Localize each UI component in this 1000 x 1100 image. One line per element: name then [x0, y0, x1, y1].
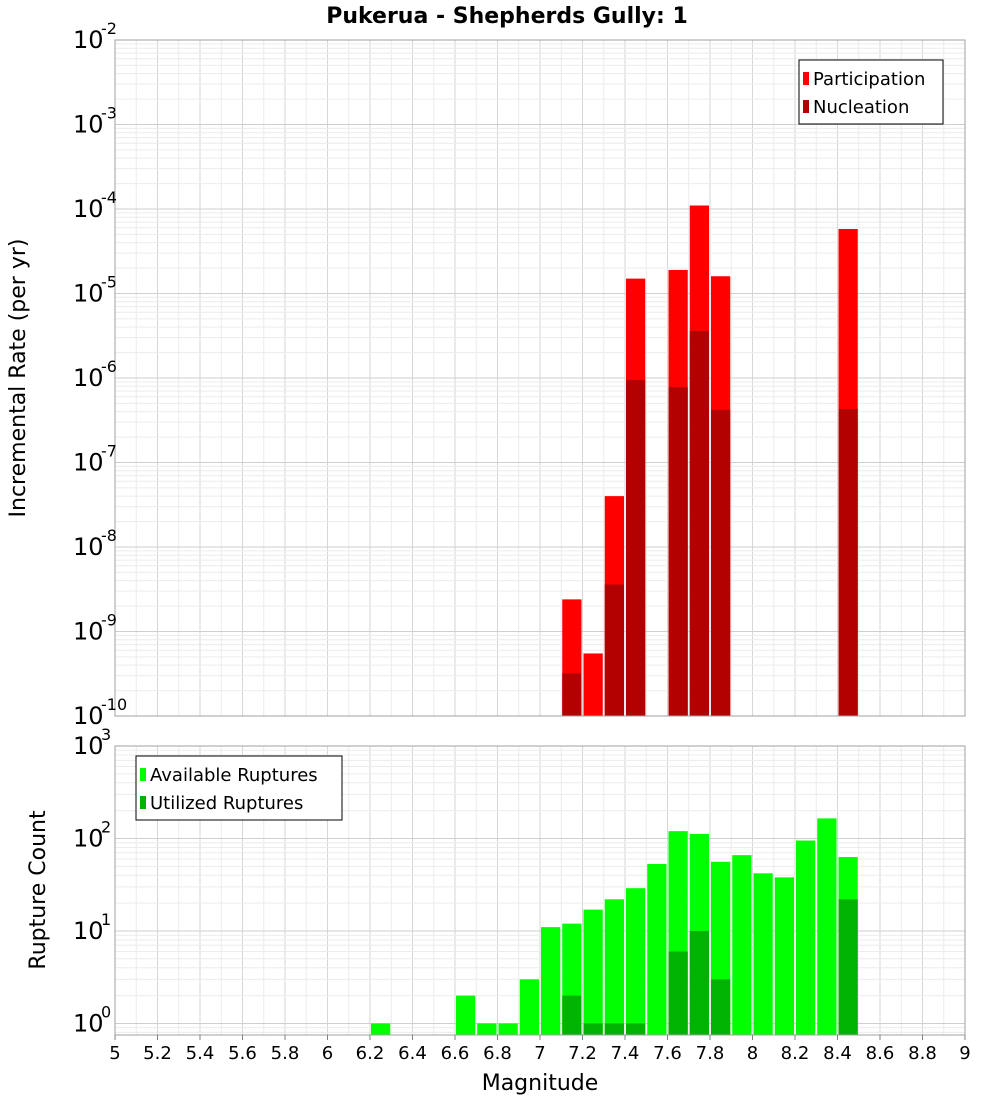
x-axis-label: Magnitude	[482, 1071, 599, 1096]
x-tick-label: 5.4	[186, 1043, 215, 1064]
count-bar-secondary	[604, 1023, 624, 1035]
rate-legend-swatch	[803, 100, 809, 113]
count-legend-swatch	[140, 796, 146, 809]
x-tick-label: 8.6	[866, 1043, 895, 1064]
chart-title: Pukerua - Shepherds Gully: 1	[326, 4, 688, 29]
x-tick-label: 7.6	[653, 1043, 682, 1064]
rate-y-tick-exponent: -3	[101, 104, 117, 123]
rate-y-tick-exponent: -7	[101, 442, 117, 461]
count-bar-primary	[753, 873, 773, 1035]
rate-legend-label: Participation	[813, 69, 925, 90]
rate-bar-primary	[583, 653, 603, 716]
count-bar-secondary	[626, 1023, 646, 1035]
count-y-tick-exponent: 3	[101, 725, 111, 744]
x-tick-label: 5.6	[228, 1043, 257, 1064]
rate-bar-secondary	[562, 673, 582, 716]
rate-y-tick-label: 10	[73, 449, 104, 477]
count-bar-secondary	[838, 899, 858, 1035]
count-bar-secondary	[689, 930, 709, 1035]
count-y-tick-exponent: 0	[101, 1002, 111, 1021]
count-y-tick-label: 10	[73, 1009, 104, 1037]
rate-legend: Participation Nucleation	[798, 59, 944, 125]
rate-bar-secondary	[604, 584, 624, 716]
rate-bar-secondary	[668, 387, 688, 716]
rate-bar-secondary	[711, 409, 731, 716]
count-bar-primary	[477, 1023, 497, 1035]
rate-y-tick-label: 10	[73, 26, 104, 54]
rate-legend-box	[798, 59, 944, 125]
x-tick-label: 8.2	[781, 1043, 810, 1064]
count-bar-primary	[604, 899, 624, 1035]
count-bar-secondary	[562, 995, 582, 1035]
x-tick-label: 8.8	[908, 1043, 937, 1064]
x-tick-label: 7.4	[611, 1043, 640, 1064]
x-tick-label: 8.4	[823, 1043, 852, 1064]
x-tick-label: 6	[322, 1043, 333, 1064]
count-bar-primary	[647, 863, 667, 1035]
count-y-tick-exponent: 2	[101, 817, 111, 836]
x-tick-label: 8	[747, 1043, 758, 1064]
count-legend-swatch	[140, 768, 146, 781]
rate-legend-label: Nucleation	[813, 97, 909, 118]
count-bar-secondary	[711, 979, 731, 1035]
rate-legend-swatch	[803, 72, 809, 85]
rate-y-tick-exponent: -8	[101, 526, 117, 545]
rate-bar-secondary	[626, 379, 646, 716]
rate-bar-secondary	[689, 330, 709, 716]
x-tick-label: 9	[959, 1043, 970, 1064]
rate-y-tick-exponent: -2	[101, 19, 117, 38]
count-bar-primary	[583, 909, 603, 1035]
count-bar-primary	[796, 840, 816, 1035]
rate-y-tick-label: 10	[73, 533, 104, 561]
count-bar-primary	[371, 1023, 391, 1035]
count-legend-label: Available Ruptures	[150, 765, 318, 786]
rate-plot-frame	[114, 39, 966, 717]
count-y-tick-label: 10	[73, 917, 104, 945]
rate-y-tick-exponent: -6	[101, 357, 117, 376]
x-tick-label: 6.4	[398, 1043, 427, 1064]
x-tick-label: 5.2	[143, 1043, 172, 1064]
x-tick-label: 7.8	[696, 1043, 725, 1064]
count-bar-primary	[732, 855, 752, 1035]
x-tick-label: 6.2	[356, 1043, 385, 1064]
rate-y-tick-label: 10	[73, 364, 104, 392]
x-tick-label: 5.8	[271, 1043, 300, 1064]
count-legend-label: Utilized Ruptures	[150, 793, 303, 814]
count-bar-primary	[817, 818, 837, 1035]
count-y-tick-label: 10	[73, 732, 104, 760]
count-bar-secondary	[668, 951, 688, 1035]
x-tick-label: 7.2	[568, 1043, 597, 1064]
count-bar-primary	[541, 927, 561, 1035]
rate-y-tick-label: 10	[73, 702, 104, 730]
x-tick-label: 5	[109, 1043, 120, 1064]
count-bar-primary	[519, 979, 539, 1035]
rate-y-tick-exponent: -5	[101, 273, 117, 292]
x-tick-label: 6.6	[441, 1043, 470, 1064]
top-y-axis-label: Incremental Rate (per yr)	[6, 239, 31, 518]
rate-bar-secondary	[838, 408, 858, 716]
incremental-rate-panel: 10-1010-910-810-710-610-510-410-310-2Par…	[73, 19, 966, 730]
rate-y-tick-exponent: -4	[101, 188, 117, 207]
count-legend: Available Ruptures Utilized Ruptures	[135, 755, 343, 821]
count-y-tick-label: 10	[73, 824, 104, 852]
count-legend-box	[135, 755, 343, 821]
count-bar-primary	[626, 888, 646, 1035]
x-tick-label: 6.8	[483, 1043, 512, 1064]
rate-y-tick-label: 10	[73, 195, 104, 223]
x-tick-label: 7	[534, 1043, 545, 1064]
count-bar-secondary	[583, 1023, 603, 1035]
rate-y-tick-label: 10	[73, 111, 104, 139]
rate-y-tick-label: 10	[73, 280, 104, 308]
count-bar-primary	[774, 877, 794, 1035]
count-bar-primary	[498, 1023, 518, 1035]
rate-y-tick-label: 10	[73, 618, 104, 646]
rate-y-tick-exponent: -9	[101, 611, 117, 630]
count-bar-primary	[456, 995, 476, 1035]
rate-y-tick-exponent: -10	[101, 695, 127, 714]
count-y-tick-exponent: 1	[101, 910, 111, 929]
bottom-y-axis-label: Rupture Count	[26, 810, 51, 970]
